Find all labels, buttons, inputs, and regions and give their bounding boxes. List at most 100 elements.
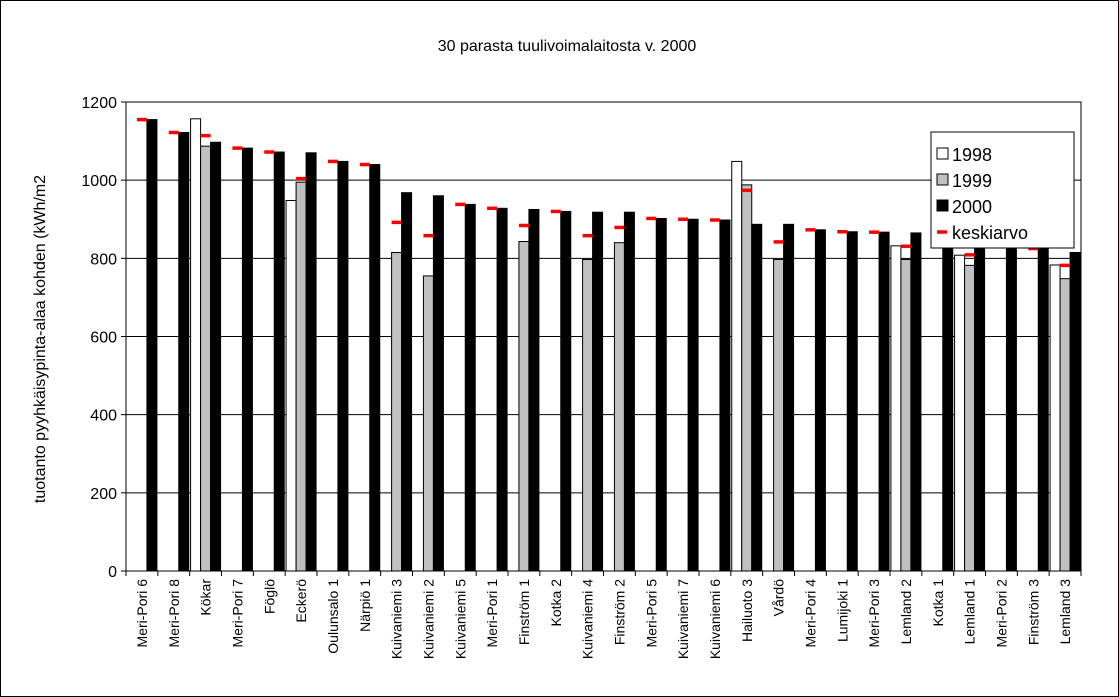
x-tick-labels: Meri-Pori 6 Meri-Pori 8 Kökar Meri-Pori 7 Fö… xyxy=(134,579,1073,659)
bar-2000-n-rpi-1 xyxy=(369,164,381,572)
bar-2000-ecker xyxy=(305,152,317,572)
bar-1999-ecker xyxy=(295,181,307,572)
bar-1999-hailuoto-3 xyxy=(741,184,753,572)
bar-2000-k-kar xyxy=(210,141,222,572)
bar-2000-finstr-m-1 xyxy=(528,208,540,572)
x-tick-label-kuivaniemi-3: Kuivaniemi 3 xyxy=(389,579,405,659)
legend-label-1998: 1998 xyxy=(952,145,992,165)
bar-2000-lemland-3 xyxy=(1069,251,1081,572)
bar-1998-k-kar xyxy=(190,118,202,572)
legend-label-keskiarvo: keskiarvo xyxy=(952,223,1028,243)
bar-2000-kuivaniemi-7 xyxy=(687,218,699,572)
bar-2000-finstr-m-3 xyxy=(1037,248,1049,572)
legend-label-1999: 1999 xyxy=(952,171,992,191)
axes xyxy=(121,101,1082,576)
y-tick-labels: 0 200 400 600 800 1000 1200 xyxy=(81,95,117,581)
bar-2000-meri-pori-1 xyxy=(496,207,508,572)
y-tick-label-200: 200 xyxy=(90,486,117,503)
x-tick-label-meri-pori-5: Meri-Pori 5 xyxy=(643,579,659,648)
bar-1999-lemland-3 xyxy=(1059,278,1071,572)
bar-1998-hailuoto-3 xyxy=(731,160,743,572)
y-tick-label-600: 600 xyxy=(90,330,117,347)
x-tick-label-finstr-m-2: Finström 2 xyxy=(611,579,627,645)
x-tick-label-lumijoki-1: Lumijoki 1 xyxy=(834,579,850,642)
bar-1999-finstr-m-2 xyxy=(613,242,625,572)
bar-2000-lemland-2 xyxy=(910,232,922,572)
bar-2000-kotka-1 xyxy=(942,237,954,572)
bar-1999-kuivaniemi-3 xyxy=(391,251,403,572)
y-tick-label-800: 800 xyxy=(90,251,117,268)
x-tick-label-k-kar: Kökar xyxy=(198,579,214,616)
x-tick-label-ecker: Eckerö xyxy=(293,579,309,623)
x-tick-label-meri-pori-7: Meri-Pori 7 xyxy=(229,579,245,648)
legend-swatch-2000 xyxy=(936,199,949,212)
x-tick-label-meri-pori-2: Meri-Pori 2 xyxy=(993,579,1009,648)
x-tick-label-lemland-3: Lemland 3 xyxy=(1057,579,1073,645)
x-tick-label-kuivaniemi-6: Kuivaniemi 6 xyxy=(707,579,723,659)
bar-2000-meri-pori-3 xyxy=(878,231,890,572)
legend-swatch-1998 xyxy=(936,147,949,160)
x-tick-label-hailuoto-3: Hailuoto 3 xyxy=(739,579,755,642)
bar-2000-lumijoki-1 xyxy=(846,231,858,572)
x-tick-label-kuivaniemi-2: Kuivaniemi 2 xyxy=(420,579,436,659)
x-tick-label-meri-pori-1: Meri-Pori 1 xyxy=(484,579,500,648)
x-tick-label-meri-pori-8: Meri-Pori 8 xyxy=(166,579,182,648)
bar-1998-ecker xyxy=(285,199,297,572)
x-tick-label-lemland-1: Lemland 1 xyxy=(962,579,978,645)
x-tick-label-finstr-m-1: Finström 1 xyxy=(516,579,532,645)
bar-2000-meri-pori-4 xyxy=(814,229,826,572)
bar-2000-kuivaniemi-4 xyxy=(592,211,604,572)
x-tick-label-n-rpi-1: Närpiö 1 xyxy=(357,579,373,632)
bar-2000-kuivaniemi-3 xyxy=(401,192,413,572)
x-tick-label-oulunsalo-1: Oulunsalo 1 xyxy=(325,579,341,654)
bar-1998-lemland-1 xyxy=(954,254,966,572)
x-tick-label-finstr-m-3: Finström 3 xyxy=(1025,579,1041,645)
bar-2000-oulunsalo-1 xyxy=(337,160,349,572)
bar-2000-kuivaniemi-6 xyxy=(719,219,731,572)
legend-label-2000: 2000 xyxy=(952,197,992,217)
bar-2000-lemland-1 xyxy=(974,243,986,572)
bar-2000-meri-pori-7 xyxy=(241,147,253,572)
x-tick-label-kuivaniemi-5: Kuivaniemi 5 xyxy=(452,579,468,659)
bar-2000-meri-pori-5 xyxy=(655,217,667,572)
chart-title: 30 parasta tuulivoimalaitosta v. 2000 xyxy=(438,38,697,55)
bar-1998-lemland-2 xyxy=(890,245,902,572)
bar-2000-kuivaniemi-5 xyxy=(464,203,476,572)
y-tick-label-400: 400 xyxy=(90,408,117,425)
x-tick-label-meri-pori-4: Meri-Pori 4 xyxy=(802,579,818,648)
x-tick-label-meri-pori-3: Meri-Pori 3 xyxy=(866,579,882,648)
bars xyxy=(146,118,1081,572)
x-tick-label-f-gl: Föglö xyxy=(261,579,277,614)
average-markers xyxy=(136,117,1071,268)
x-tick-label-kotka-2: Kotka 2 xyxy=(548,579,564,627)
bar-2000-meri-pori-8 xyxy=(178,131,190,572)
legend-swatch-1999 xyxy=(936,173,949,186)
legend-box xyxy=(930,131,1075,249)
bar-2000-f-gl xyxy=(273,151,285,572)
bar-1998-lemland-3 xyxy=(1049,264,1061,572)
x-tick-label-v-rd: Vårdö xyxy=(771,579,787,617)
bar-1999-lemland-1 xyxy=(964,264,976,572)
bar-1999-kuivaniemi-4 xyxy=(582,259,594,572)
x-tick-label-kuivaniemi-4: Kuivaniemi 4 xyxy=(580,579,596,659)
y-axis-label: tuotanto pyyhkäisypinta-alaa kohden (kWh… xyxy=(32,175,49,503)
legend: 1998 1999 2000 keskiarvo xyxy=(930,131,1075,249)
x-tick-label-kuivaniemi-7: Kuivaniemi 7 xyxy=(675,579,691,659)
y-tick-label-0: 0 xyxy=(108,564,117,581)
bar-2000-kuivaniemi-2 xyxy=(432,195,444,572)
x-tick-label-lemland-2: Lemland 2 xyxy=(898,579,914,645)
bar-1999-k-kar xyxy=(200,145,212,572)
y-tick-label-1200: 1200 xyxy=(81,95,117,112)
bar-2000-hailuoto-3 xyxy=(751,223,763,572)
bar-2000-kotka-2 xyxy=(560,210,572,572)
bar-1999-v-rd xyxy=(773,259,785,572)
bar-1999-lemland-2 xyxy=(900,259,912,572)
y-tick-label-1000: 1000 xyxy=(81,173,117,190)
bar-2000-meri-pori-6 xyxy=(146,119,158,572)
bar-1999-kuivaniemi-2 xyxy=(422,275,434,572)
x-tick-label-kotka-1: Kotka 1 xyxy=(930,579,946,627)
bar-2000-v-rd xyxy=(783,223,795,572)
bar-2000-finstr-m-2 xyxy=(623,211,635,572)
